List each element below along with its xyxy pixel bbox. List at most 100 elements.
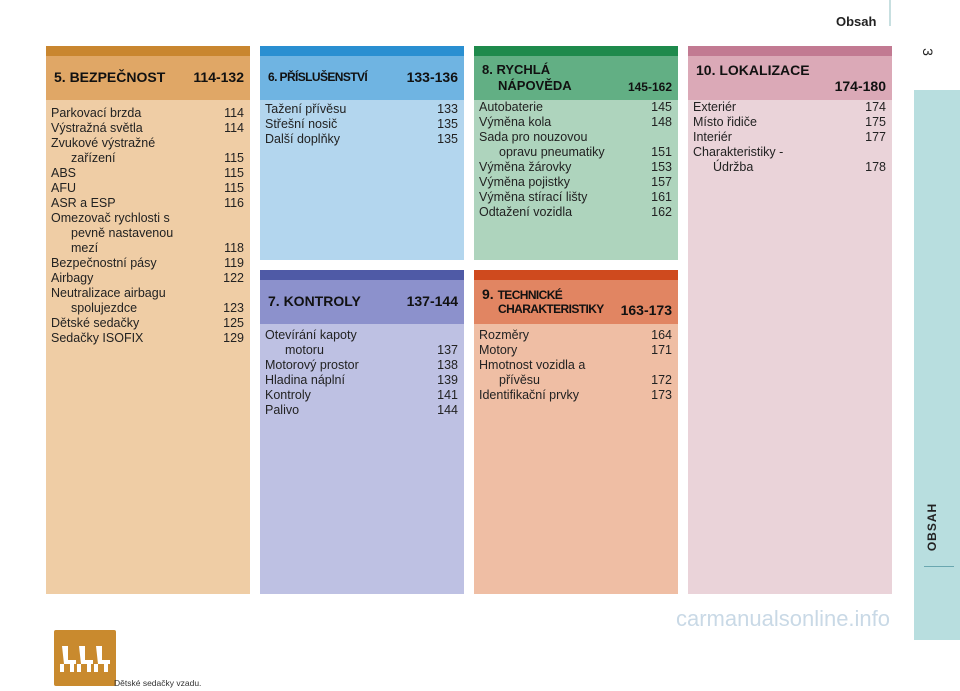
watermark: carmanualsonline.info [676, 606, 891, 631]
toc-entry[interactable]: Výměna stírací lišty 161 [479, 190, 672, 205]
toc-entry-continuation: Údržba [713, 160, 754, 174]
toc-entry-label: Místo řidiče [693, 115, 886, 130]
section-body: Exteriér 174 Místo řidiče 175 Interiér 177 Cha… [688, 100, 892, 594]
toc-entry[interactable]: Místo řidiče 175 [693, 115, 886, 130]
toc-entry-page: 141 [437, 388, 458, 402]
toc-entry[interactable]: Motorový prostor 138 [265, 358, 458, 373]
toc-entry-page: 175 [865, 115, 886, 129]
toc-entry[interactable]: Výměna pojistky 157 [479, 175, 672, 190]
section-stripe [688, 46, 892, 56]
toc-entry[interactable]: Výměna kola 148 [479, 115, 672, 130]
toc-entry-page: 138 [437, 358, 458, 372]
toc-entry[interactable]: Výměna žárovky 153 [479, 160, 672, 175]
toc-entry[interactable]: Sedačky ISOFIX 129 [51, 331, 244, 346]
header-divider [889, 0, 891, 26]
toc-entry-page: 115 [224, 151, 244, 165]
toc-entry-page: 114 [224, 121, 244, 135]
toc-entry-line: Hladina náplní [265, 373, 345, 387]
toc-entry[interactable]: Neutralizace airbagu spolujezdce 123 [51, 286, 244, 316]
toc-entry-page: 122 [223, 271, 244, 285]
toc-entry-label: Výměna kola [479, 115, 672, 130]
toc-entry-label: Sedačky ISOFIX [51, 331, 244, 346]
toc-entry-line: Motorový prostor [265, 358, 359, 372]
toc-entry[interactable]: ABS 115 [51, 166, 244, 181]
section-header[interactable]: 7. KONTROLY 137-144 [260, 280, 464, 324]
toc-entry-label: Výstražná světla [51, 121, 244, 136]
toc-entry[interactable]: Bezpečnostní pásy 119 [51, 256, 244, 271]
toc-entry-page: 123 [223, 301, 244, 315]
toc-entry[interactable]: Dětské sedačky 125 [51, 316, 244, 331]
toc-entry-line: Neutralizace airbagu [51, 286, 166, 300]
toc-entry[interactable]: Palivo 144 [265, 403, 458, 418]
toc-entry[interactable]: Omezovač rychlosti s pevně nastavenou mezí… [51, 211, 244, 256]
toc-entry[interactable]: Střešní nosič 135 [265, 117, 458, 132]
section-range: 137-144 [406, 293, 458, 309]
toc-entry-label: Exteriér [693, 100, 886, 115]
toc-entry-line: ABS [51, 166, 77, 180]
toc-entry[interactable]: Motory 171 [479, 343, 672, 358]
toc-entry-page: 151 [651, 145, 672, 159]
toc-entry[interactable]: Charakteristiky - Údržba 178 [693, 145, 886, 175]
entry-list: Rozměry 164 Motory 171 Hmotnost vozidla a pří… [474, 324, 678, 403]
toc-entry-line: Zvukové výstražné [51, 136, 156, 150]
toc-entry-label: Odtažení vozidla [479, 205, 672, 220]
section-range: 174-180 [834, 78, 886, 94]
toc-entry-continuation: zařízení [71, 151, 116, 165]
section-stripe [474, 270, 678, 280]
toc-entry[interactable]: Hmotnost vozidla a přívěsu 172 [479, 358, 672, 388]
toc-entry-label: Bezpečnostní pásy [51, 256, 244, 271]
toc-entry-label: Kontroly [265, 388, 458, 403]
toc-entry-line: Parkovací brzda [51, 106, 142, 120]
section-header[interactable]: 9. TECHNICKÉ CHARAKTERISTIKY 163-173 [474, 280, 678, 324]
toc-entry[interactable]: Další doplňky 135 [265, 132, 458, 147]
toc-entry-line: Hmotnost vozidla a [479, 358, 586, 372]
toc-entry[interactable]: Interiér 177 [693, 130, 886, 145]
section-kontroly: 7. KONTROLY 137-144 Otevírání kapoty moto… [260, 270, 464, 594]
toc-entry[interactable]: Hladina náplní 139 [265, 373, 458, 388]
toc-entry-page: 144 [437, 403, 458, 417]
toc-entry-page: 135 [437, 132, 458, 146]
toc-entry[interactable]: ASR a ESP 116 [51, 196, 244, 211]
toc-entry[interactable]: Airbagy 122 [51, 271, 244, 286]
toc-entry[interactable]: Identifikační prvky 173 [479, 388, 672, 403]
toc-entry-line: Sedačky ISOFIX [51, 331, 144, 345]
toc-entry-page: 114 [224, 106, 244, 120]
toc-entry[interactable]: Parkovací brzda 114 [51, 106, 244, 121]
toc-entry[interactable]: Sada pro nouzovou opravu pneumatiky 151 [479, 130, 672, 160]
section-header[interactable]: 8. RYCHLÁ NÁPOVĚDA 145-162 [474, 56, 678, 100]
toc-entry-page: 145 [651, 100, 672, 114]
toc-entry-continuation: mezí [71, 241, 99, 255]
entry-list: Exteriér 174 Místo řidiče 175 Interiér 177 Cha… [688, 100, 892, 175]
toc-entry[interactable]: Autobaterie 145 [479, 100, 672, 115]
toc-entry-page: 177 [865, 130, 886, 144]
section-title: 9. TECHNICKÉ [482, 286, 563, 302]
side-tab[interactable] [914, 90, 960, 640]
toc-entry-line: Výměna pojistky [479, 175, 571, 189]
toc-entry[interactable]: Tažení přívěsu 133 [265, 102, 458, 117]
entry-list: Autobaterie 145 Výměna kola 148 Sada pro nou… [474, 100, 678, 220]
section-body: Parkovací brzda 114 Výstražná světla 114 Zvu… [46, 100, 250, 688]
toc-entry[interactable]: Kontroly 141 [265, 388, 458, 403]
toc-entry-page: 115 [224, 166, 244, 180]
toc-entry[interactable]: AFU 115 [51, 181, 244, 196]
section-header[interactable]: 10. LOKALIZACE 174-180 [688, 56, 892, 100]
toc-entry-page: 174 [865, 100, 886, 114]
section-range: 114-132 [193, 69, 244, 85]
section-header[interactable]: 6. PŘÍSLUŠENSTVÍ 133-136 [260, 56, 464, 100]
toc-entry[interactable]: Zvukové výstražné zařízení 115 [51, 136, 244, 166]
section-body: Rozměry 164 Motory 171 Hmotnost vozidla a pří… [474, 324, 678, 594]
toc-entry-label: Výměna žárovky [479, 160, 672, 175]
toc-entry-line: Výměna stírací lišty [479, 190, 588, 204]
toc-entry-page: 161 [651, 190, 672, 204]
toc-entry-label: Střešní nosič [265, 117, 458, 132]
toc-entry[interactable]: Exteriér 174 [693, 100, 886, 115]
toc-entry-line: Další doplňky [265, 132, 341, 146]
toc-entry[interactable]: Otevírání kapoty motoru 137 [265, 328, 458, 358]
toc-entry[interactable]: Rozměry 164 [479, 328, 672, 343]
toc-entry[interactable]: Odtažení vozidla 162 [479, 205, 672, 220]
toc-entry-label: Omezovač rychlosti s pevně nastavenou mezí [51, 211, 244, 256]
entry-list: Otevírání kapoty motoru 137 Motorový prosto… [260, 324, 464, 418]
section-header[interactable]: 5. BEZPEČNOST 114-132 [46, 56, 250, 100]
toc-entry-page: 137 [437, 343, 458, 357]
toc-entry[interactable]: Výstražná světla 114 [51, 121, 244, 136]
